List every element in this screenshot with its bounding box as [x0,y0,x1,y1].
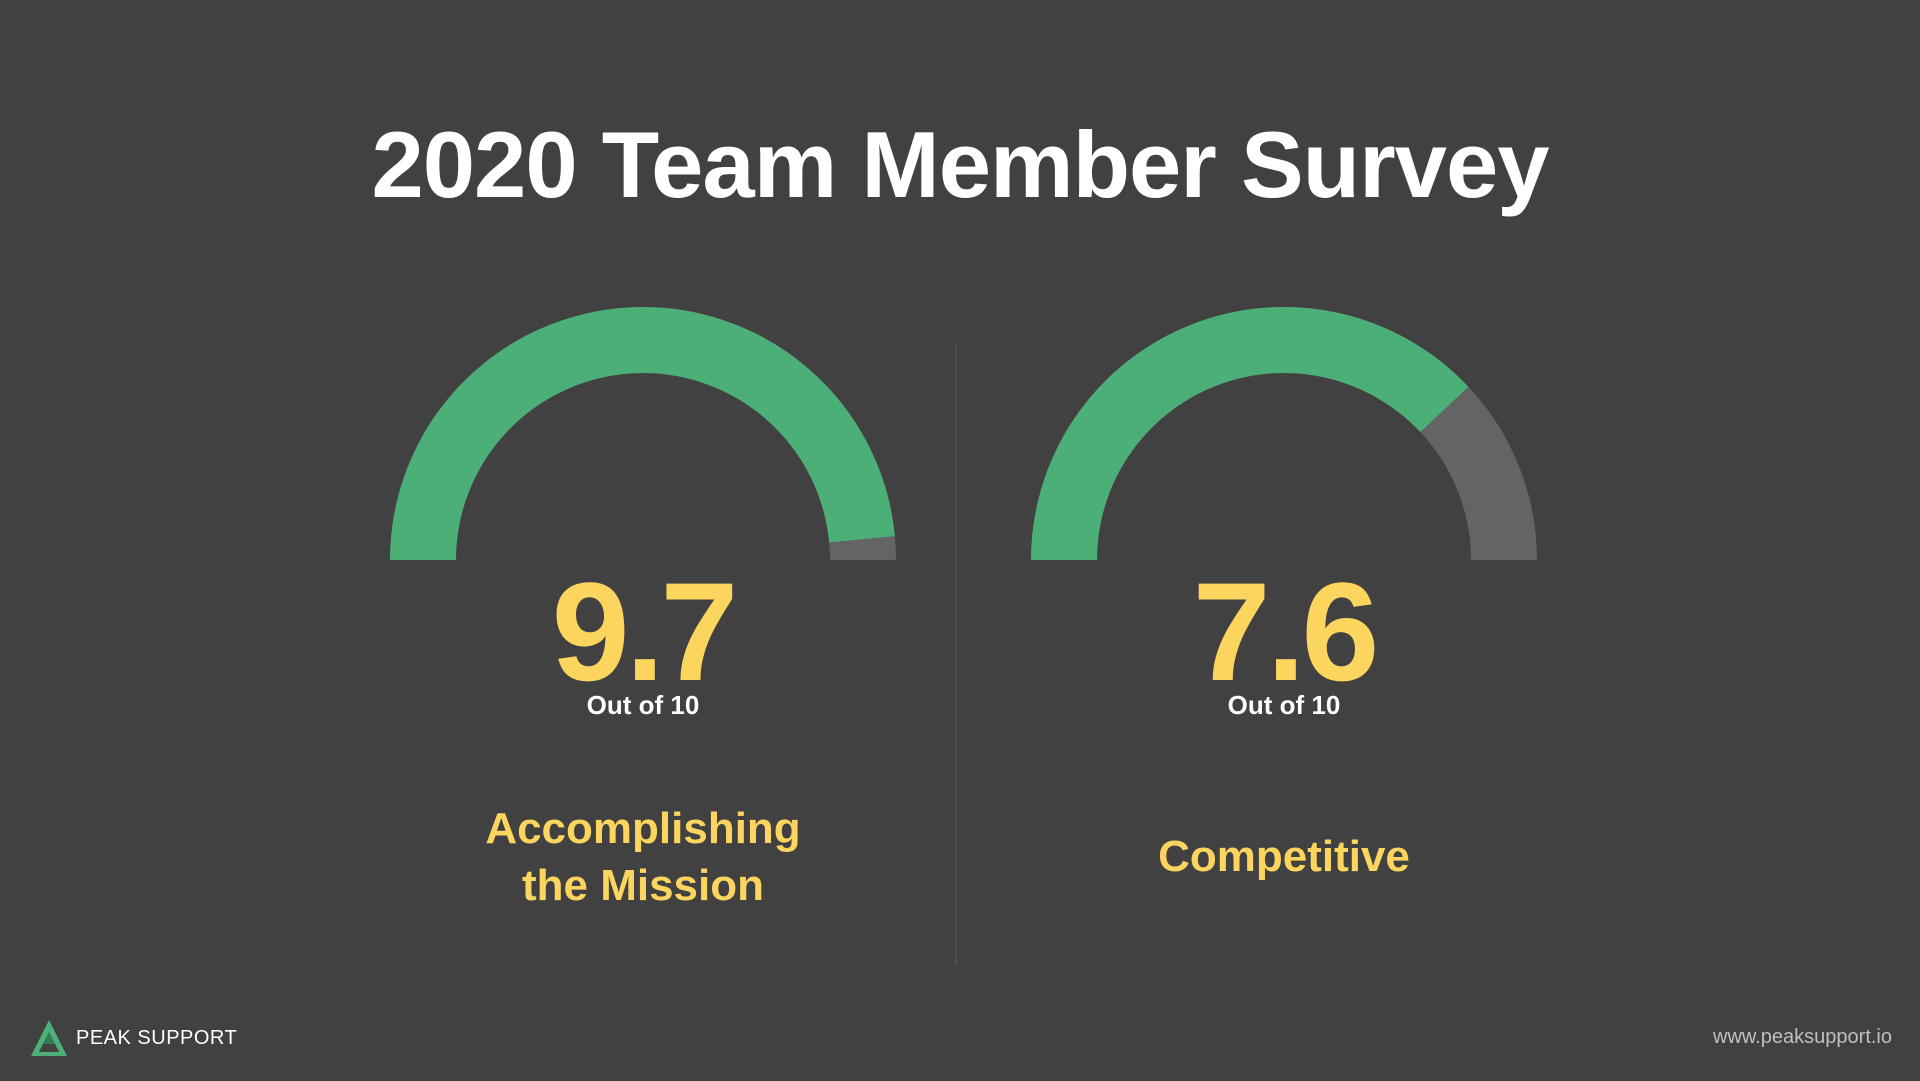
brand-logo: PEAK SUPPORT [28,1016,237,1060]
website-link[interactable]: www.peaksupport.io [1713,1026,1892,1048]
brand-name: PEAK SUPPORT [76,1026,238,1049]
gauge-label: Competitive [1158,832,1410,881]
score-value: 9.7 [551,553,739,710]
score-value: 7.6 [1192,553,1380,710]
gauge-competitive [1031,307,1537,561]
gauge-panel-mission: 9.7 Out of 10 Accomplishing the Mission [363,300,923,940]
gauge-label: Accomplishing the Mission [485,804,801,910]
score-scale-label: Out of 10 [1227,690,1341,720]
panel-divider [955,345,957,965]
peak-mountain-icon [31,1020,67,1056]
gauge-mission [390,307,896,561]
score-scale-label: Out of 10 [586,690,700,720]
gauge-fill [1031,307,1469,561]
page-title: 2020 Team Member Survey [371,112,1549,217]
gauge-panel-competitive: 7.6 Out of 10 Competitive [1004,300,1564,940]
gauge-fill [390,307,895,561]
